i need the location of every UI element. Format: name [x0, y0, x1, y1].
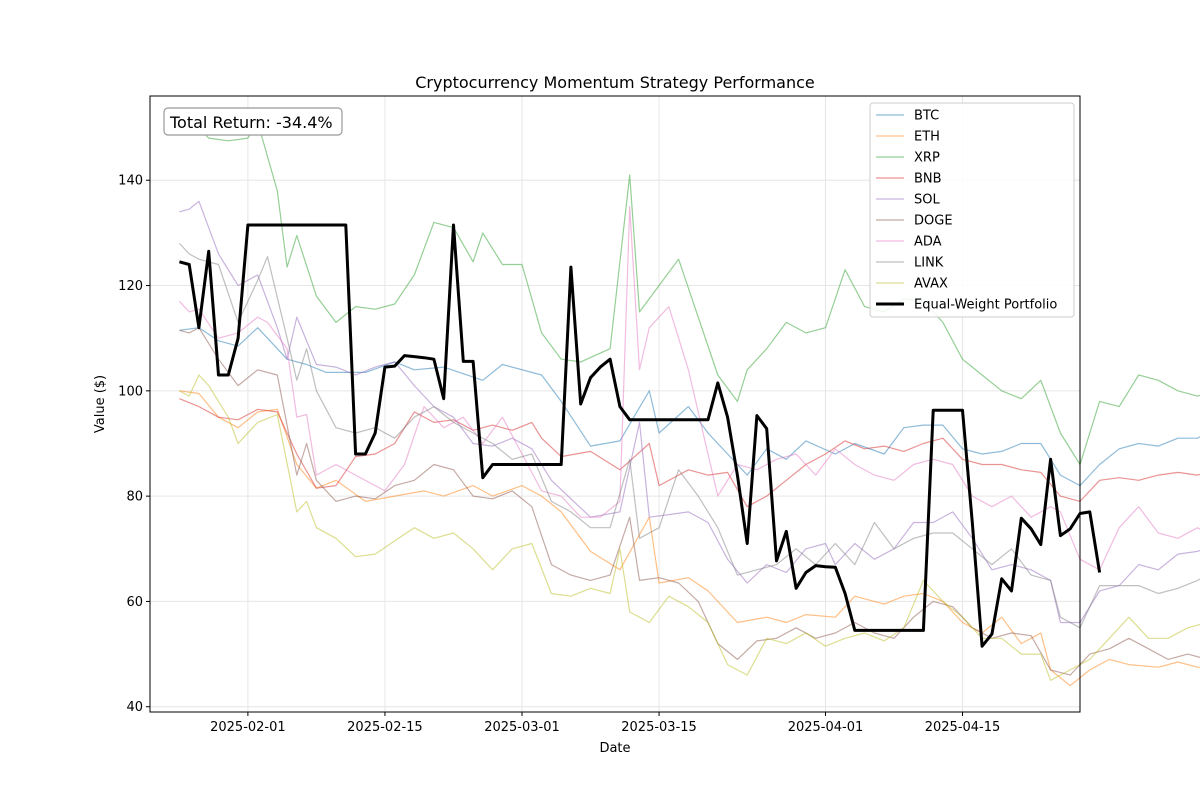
- series-line-sol: [179, 200, 1200, 624]
- y-tick-label: 140: [118, 174, 143, 189]
- legend-label-xrp: XRP: [914, 151, 940, 166]
- y-tick-label: 100: [118, 384, 143, 399]
- series-line-avax: [179, 374, 1200, 682]
- legend-label-link: LINK: [914, 256, 944, 271]
- legend-label-bnb: BNB: [914, 172, 942, 187]
- x-tick-label: 2025-02-15: [347, 720, 423, 735]
- legend-label-doge: DOGE: [914, 214, 953, 229]
- y-axis: 40 60 80 100 120 140: [118, 174, 150, 715]
- series-line-ada: [178, 206, 1200, 571]
- legend-label-avax: AVAX: [914, 277, 948, 292]
- series-line-link: [178, 242, 1200, 629]
- total-return-annotation: Total Return: -34.4%: [169, 113, 333, 132]
- legend-label-equal-weight-portfolio: Equal-Weight Portfolio: [914, 298, 1057, 313]
- y-tick-label: 60: [126, 595, 143, 610]
- legend: BTC ETH XRP BNB SOL DOGE ADA LINK AVAX Equal-Weig…: [869, 102, 1075, 318]
- legend-label-eth: ETH: [914, 130, 940, 145]
- series-line-xrp: [179, 121, 1200, 466]
- y-axis-label: Value ($): [93, 375, 108, 433]
- series-line-btc: [179, 327, 1200, 487]
- legend-label-sol: SOL: [914, 193, 940, 208]
- x-tick-label: 2025-03-01: [484, 720, 560, 735]
- x-tick-label: 2025-02-01: [210, 720, 286, 735]
- annotation-box: Total Return: -34.4%: [163, 107, 343, 136]
- plot-frame: [149, 95, 1081, 713]
- series-line-doge: [179, 327, 1200, 676]
- chart-title: Cryptocurrency Momentum Strategy Perform…: [415, 73, 815, 92]
- series-line-equal-weight-portfolio: [179, 223, 1102, 648]
- series-line-eth: [179, 390, 1200, 687]
- legend-label-ada: ADA: [914, 235, 942, 250]
- x-axis: 2025-02-01 2025-02-15 2025-03-01 2025-03-15…: [210, 712, 1000, 735]
- x-axis-label: Date: [599, 741, 630, 756]
- x-tick-label: 2025-03-15: [621, 720, 697, 735]
- y-tick-label: 120: [118, 279, 143, 294]
- legend-label-btc: BTC: [914, 109, 939, 124]
- y-tick-label: 40: [126, 700, 143, 715]
- x-tick-label: 2025-04-15: [925, 720, 1001, 735]
- series-lines: [178, 121, 1200, 687]
- y-tick-label: 80: [126, 490, 143, 505]
- x-tick-label: 2025-04-01: [788, 720, 864, 735]
- series-line-bnb: [179, 398, 1200, 508]
